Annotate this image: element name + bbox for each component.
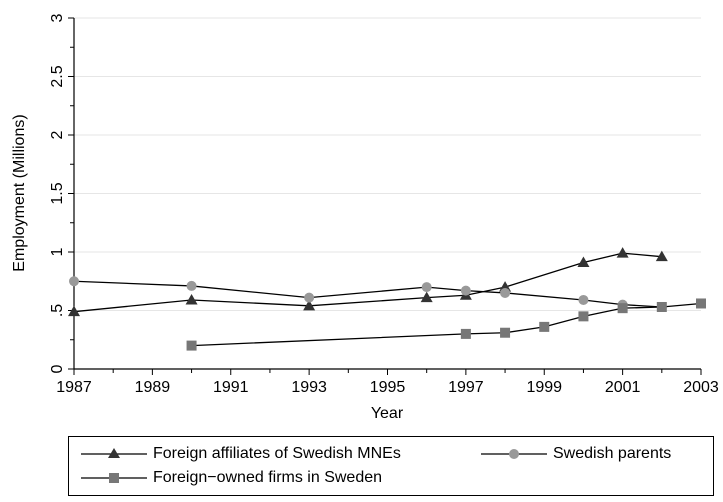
y-tick-label: .5 (49, 304, 66, 317)
y-tick-label: 1.5 (49, 182, 66, 204)
legend-swatch-square (81, 473, 147, 483)
gridlines (74, 17, 701, 311)
legend-label: Swedish parents (553, 445, 672, 462)
data-point-triangle (577, 256, 590, 268)
x-axis-label: Year (371, 405, 404, 422)
data-point-triangle (68, 305, 80, 317)
data-point-square (696, 298, 706, 309)
x-axis: 1987 1989 1991 1993 1995 1997 1999 2001 2003 (56, 368, 719, 396)
data-point-circle (421, 282, 432, 293)
y-axis: 0 .5 1 1.5 2 2.5 3 (49, 13, 75, 373)
x-tick-label: 2001 (605, 379, 641, 396)
data-point-circle (500, 287, 511, 298)
data-point-square (460, 328, 471, 339)
y-tick-label: 2 (49, 130, 66, 139)
data-point-circle (460, 285, 471, 296)
legend-swatch-circle (481, 449, 547, 459)
x-tick-label: 1991 (213, 379, 249, 396)
x-tick-label: 1999 (526, 379, 562, 396)
data-point-triangle (303, 299, 316, 311)
legend-label: Foreign affiliates of Swedish MNEs (153, 445, 401, 462)
data-point-square (656, 301, 667, 312)
line-chart: 0 .5 1 1.5 2 2.5 3 1987 1989 1991 1993 1995 1997 199… (11, 13, 719, 422)
series-line (73, 252, 662, 313)
data-point-square (500, 327, 511, 338)
legend-swatch-triangle (81, 448, 147, 458)
data-point-circle (186, 280, 197, 291)
data-point-circle (69, 276, 79, 287)
series-1 (69, 276, 667, 312)
legend: Foreign affiliates of Swedish MNEs Swedi… (68, 436, 714, 496)
data-point-circle (578, 294, 589, 305)
data-point-triangle (420, 291, 433, 303)
legend-item-foreign-affiliates: Foreign affiliates of Swedish MNEs (79, 444, 401, 464)
series-2 (186, 298, 706, 351)
x-tick-label: 1989 (135, 379, 171, 396)
series-layer (68, 247, 706, 351)
y-tick-label: 3 (49, 13, 66, 22)
legend-item-swedish-parents: Swedish parents (479, 444, 671, 464)
y-tick-label: 0 (49, 364, 66, 373)
x-tick-label: 1987 (56, 379, 92, 396)
data-point-circle (304, 292, 315, 303)
legend-item-foreign-owned: Foreign−owned firms in Sweden (79, 468, 382, 488)
data-point-square (617, 303, 628, 314)
data-point-square (186, 340, 197, 351)
data-point-triangle (185, 293, 198, 305)
data-point-triangle (655, 250, 668, 262)
series-line (191, 302, 702, 347)
x-tick-label: 1993 (291, 379, 327, 396)
y-tick-label: 2.5 (49, 65, 66, 87)
series-0 (68, 247, 668, 317)
y-tick-label: 1 (49, 247, 66, 256)
data-point-square (578, 311, 589, 322)
x-tick-label: 2003 (683, 379, 719, 396)
data-point-square (539, 321, 550, 332)
data-point-triangle (616, 247, 629, 258)
y-axis-label: Employment (Millions) (11, 114, 28, 271)
legend-label: Foreign−owned firms in Sweden (153, 469, 383, 486)
x-tick-label: 1995 (370, 379, 406, 396)
x-tick-label: 1997 (448, 379, 484, 396)
